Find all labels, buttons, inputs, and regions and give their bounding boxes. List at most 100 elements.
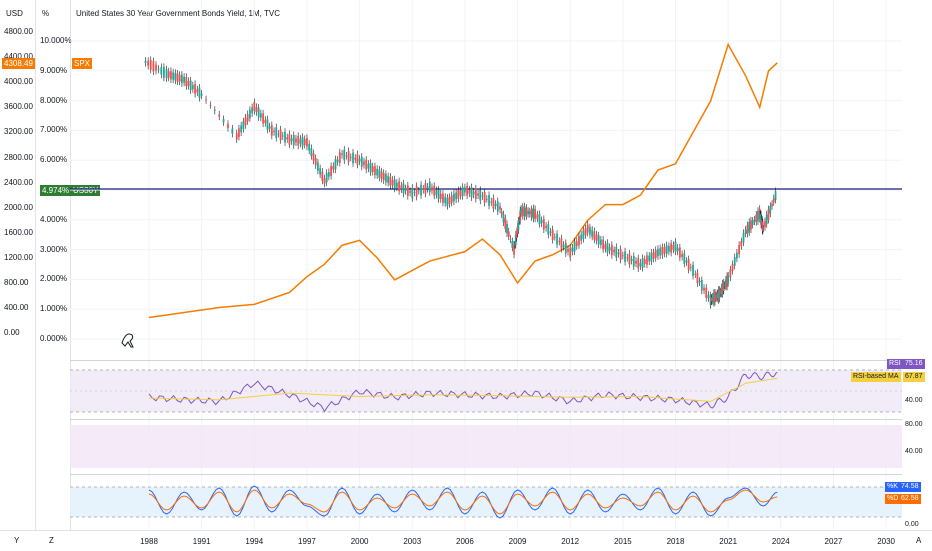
spx-series <box>148 42 778 319</box>
us30y-candle <box>665 245 668 254</box>
us30y-candle <box>738 244 741 255</box>
us30y-candle <box>402 183 405 194</box>
us30y-candle <box>295 138 297 143</box>
us30y-candle <box>681 254 683 257</box>
main-chart-canvas[interactable] <box>0 0 932 530</box>
us30y-candle <box>575 241 578 247</box>
us30y-candle <box>589 227 591 235</box>
z-button[interactable]: Z <box>49 536 54 545</box>
us30y-candle <box>242 121 245 130</box>
percent-price-axis[interactable] <box>36 0 71 530</box>
us30y-candle <box>196 89 199 93</box>
us30y-candle <box>560 238 563 249</box>
grid-lines <box>70 0 902 530</box>
us30y-candle <box>758 208 761 219</box>
us30y-candle <box>352 152 354 164</box>
us30y-candle <box>753 219 756 222</box>
us30y-candle <box>321 171 324 181</box>
us30y-candle <box>582 230 585 240</box>
us30y-candle <box>507 231 510 237</box>
us30y-candle <box>509 238 512 240</box>
rsi-ma-value: 67.87 <box>903 372 925 382</box>
time-axis-bar[interactable] <box>0 530 932 551</box>
us30y-price-tag: 4.974% <box>40 185 72 196</box>
us30y-candle <box>674 241 677 252</box>
us30y-candle <box>545 225 547 229</box>
us30y-candle <box>332 165 335 170</box>
time-tick-label: 2021 <box>719 537 738 546</box>
stoch-series <box>148 485 778 519</box>
us30y-candle <box>417 190 420 192</box>
pane-separator-2 <box>70 419 902 420</box>
us30y-candle <box>615 246 618 258</box>
us30y-candle <box>330 166 332 176</box>
us30y-candle <box>648 255 651 262</box>
us30y-candle <box>290 138 293 142</box>
us30y-candle <box>703 287 705 291</box>
us30y-series <box>144 56 777 309</box>
us30y-candle <box>564 242 567 254</box>
us30y-candle <box>246 114 249 122</box>
us30y-candle <box>178 74 181 82</box>
us30y-candle <box>742 232 745 243</box>
us30y-candle <box>547 224 550 235</box>
tradingview-logo-icon <box>121 333 134 348</box>
us30y-candle <box>567 248 569 252</box>
us30y-candle <box>183 76 185 83</box>
us30y-candle <box>415 186 418 197</box>
us30y-candle <box>490 201 493 203</box>
us30y-candle <box>288 134 291 145</box>
us30y-candle <box>376 168 379 176</box>
us30y-candle <box>172 72 175 80</box>
us30y-candle <box>586 224 589 233</box>
us30y-candle <box>504 218 507 229</box>
time-tick-label: 2018 <box>666 537 685 546</box>
us30y-candle <box>685 260 688 263</box>
us30y-candle <box>251 107 254 114</box>
spx-price-tag: 4308.49 <box>2 58 35 69</box>
us30y-candle <box>731 264 734 271</box>
rsi-value: 75.16 <box>903 359 925 369</box>
us30y-candle <box>349 156 352 158</box>
percent-tick-label: 0.000% <box>40 334 68 343</box>
percent-tick-label: 3.000% <box>40 244 68 254</box>
us30y-candle <box>672 244 675 250</box>
us30y-candle <box>301 136 304 147</box>
us30y-candle <box>222 119 225 123</box>
us30y-candle <box>262 113 264 124</box>
us30y-candle <box>165 69 168 79</box>
us30y-candle <box>748 221 751 233</box>
us30y-candle <box>736 252 738 259</box>
us30y-candle <box>755 214 758 223</box>
stoch-d-label: %D <box>885 494 901 504</box>
us30y-candle <box>360 156 363 167</box>
us30y-candle <box>191 85 194 90</box>
usd-tick-label: 3200.00 <box>4 127 33 137</box>
us30y-candle <box>705 287 708 298</box>
a-button[interactable]: A <box>916 536 922 545</box>
us30y-candle <box>194 83 196 95</box>
us30y-candle <box>646 255 648 265</box>
us30y-candle <box>604 244 607 249</box>
time-tick-label: 2012 <box>561 537 580 546</box>
us30y-candle <box>444 196 447 204</box>
us30y-candle <box>455 192 458 200</box>
us30y-candle <box>635 260 637 264</box>
us30y-candle <box>240 125 243 133</box>
us30y-candle <box>517 220 520 231</box>
us30y-candle <box>189 80 192 91</box>
us30y-candle <box>446 197 449 207</box>
usd-tick-label: 0.00 <box>4 328 20 338</box>
us30y-candle <box>323 178 326 184</box>
us30y-candle <box>209 105 212 106</box>
us30y-candle <box>751 220 754 225</box>
y-button[interactable]: Y <box>14 536 20 545</box>
us30y-candle <box>474 188 477 199</box>
usd-price-axis[interactable] <box>0 0 36 530</box>
us30y-candle <box>624 251 626 263</box>
us30y-candle <box>341 153 343 155</box>
us30y-candle <box>740 241 743 247</box>
usd-tick-label: 2000.00 <box>4 202 33 212</box>
us30y-candle <box>606 242 609 253</box>
usd-tick-label: 2800.00 <box>4 152 33 162</box>
